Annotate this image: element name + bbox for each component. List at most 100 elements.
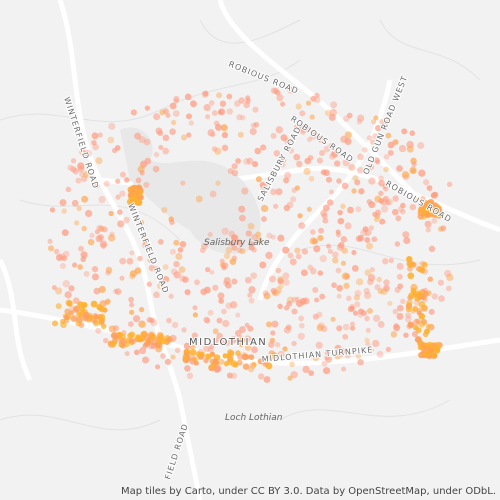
dot	[344, 131, 352, 139]
dot	[184, 289, 191, 296]
place-label: Loch Lothian	[225, 413, 283, 423]
dot	[319, 255, 327, 263]
town-label: MIDLOTHIAN	[189, 337, 267, 348]
dot	[328, 189, 335, 195]
dot	[61, 255, 68, 262]
dot	[182, 354, 188, 361]
dot	[203, 357, 209, 364]
dot	[89, 232, 95, 238]
dot	[239, 326, 246, 333]
dot	[129, 338, 136, 345]
dot	[336, 178, 342, 184]
dot	[294, 185, 300, 191]
dot	[310, 95, 317, 102]
dot	[334, 344, 342, 352]
dot	[336, 284, 343, 292]
dot	[231, 278, 238, 285]
dot	[438, 295, 445, 302]
dot	[257, 358, 264, 365]
dot	[211, 110, 218, 116]
dot	[126, 257, 134, 265]
dot	[280, 157, 287, 163]
dot	[253, 121, 260, 128]
dot	[162, 134, 170, 142]
dot	[274, 89, 281, 96]
dot	[203, 316, 210, 323]
dot	[396, 165, 403, 172]
dot	[151, 339, 158, 346]
dot	[342, 333, 349, 340]
dot	[398, 144, 407, 153]
dot	[424, 328, 430, 335]
dot	[365, 327, 371, 333]
dot	[222, 353, 228, 359]
dot	[315, 341, 323, 349]
dot	[245, 230, 252, 237]
dot	[207, 129, 215, 137]
dot	[322, 204, 330, 212]
dot	[326, 243, 332, 249]
dot	[380, 205, 389, 213]
dot	[236, 247, 243, 254]
dot	[297, 213, 303, 219]
dot	[142, 237, 150, 245]
dot	[276, 94, 284, 102]
dot	[195, 195, 203, 203]
dot	[330, 101, 338, 109]
dot	[319, 293, 326, 300]
dot	[93, 287, 101, 295]
dot	[331, 282, 337, 289]
dot	[428, 245, 436, 253]
dot	[427, 276, 433, 282]
dot	[435, 345, 441, 351]
dot	[72, 297, 80, 304]
dot	[417, 142, 425, 150]
dot	[190, 100, 197, 108]
dot	[355, 278, 364, 286]
dot	[275, 267, 282, 274]
dot	[52, 320, 59, 327]
dot	[181, 327, 187, 333]
dot	[285, 324, 292, 331]
dot	[76, 205, 82, 212]
dot	[370, 139, 376, 145]
dot	[354, 289, 362, 297]
dot	[437, 279, 444, 286]
dot	[251, 233, 258, 241]
dot	[383, 119, 390, 126]
dot	[336, 293, 342, 299]
dot	[262, 290, 269, 297]
dot	[282, 278, 290, 286]
dot	[252, 106, 259, 113]
dot	[396, 273, 403, 280]
dot	[221, 131, 229, 139]
dot	[247, 325, 254, 332]
dot	[382, 258, 389, 265]
dot	[374, 195, 382, 203]
dot	[396, 304, 404, 312]
dot	[282, 346, 288, 352]
dot	[336, 325, 343, 332]
dot	[231, 163, 238, 170]
dot	[68, 285, 75, 292]
dot	[129, 302, 135, 308]
dot	[342, 159, 350, 167]
dot	[318, 227, 325, 234]
dot	[314, 297, 320, 303]
dot	[351, 188, 357, 194]
dot	[248, 366, 255, 373]
dot	[340, 260, 347, 266]
dot	[369, 267, 375, 273]
dot	[386, 198, 394, 206]
dot	[155, 364, 161, 370]
dot	[346, 295, 352, 302]
dot	[202, 345, 210, 353]
dot	[103, 180, 110, 187]
dot	[436, 207, 442, 214]
dot	[149, 317, 155, 324]
dot	[212, 358, 219, 364]
dot	[393, 139, 399, 145]
dot	[248, 241, 255, 247]
dot	[368, 225, 374, 231]
